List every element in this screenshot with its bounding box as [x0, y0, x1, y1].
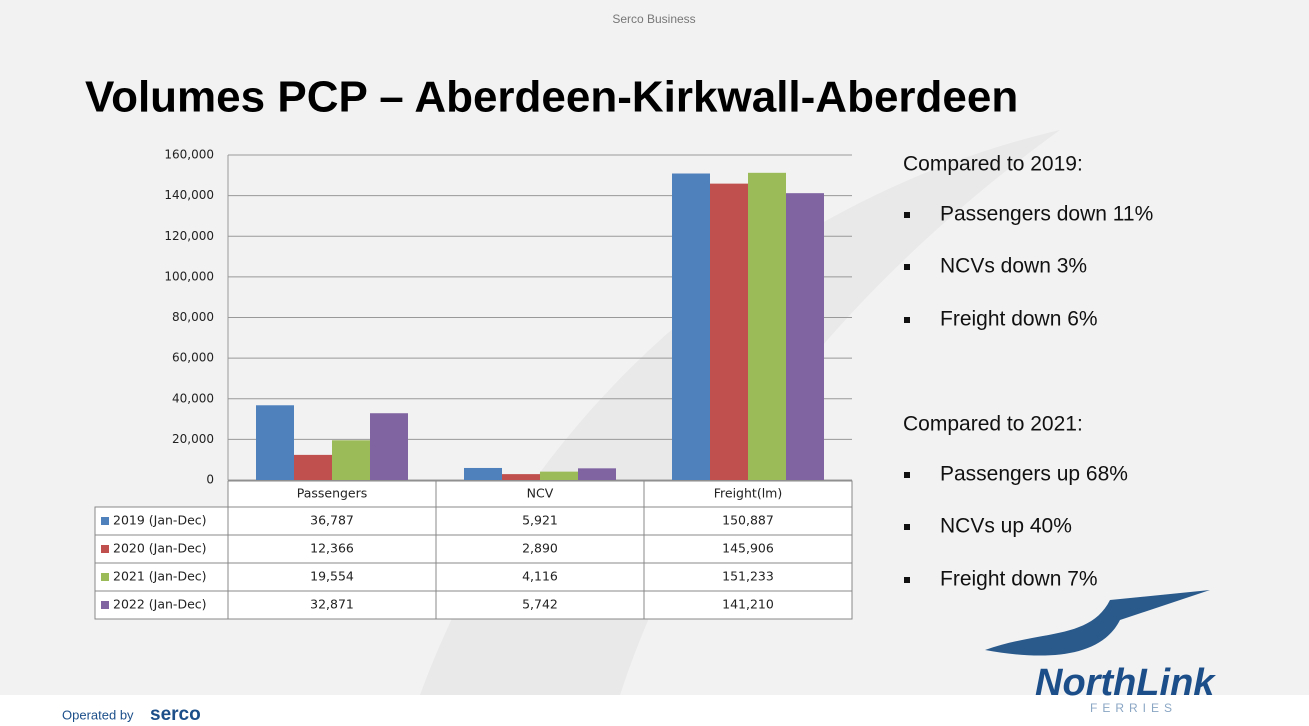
data-label: 5,921: [522, 513, 558, 528]
legend-label: 2022 (Jan-Dec): [113, 597, 207, 612]
data-label: 141,210: [722, 597, 774, 612]
footer-band: [0, 695, 1309, 726]
footer-operated: Operated by: [62, 707, 134, 722]
legend-swatch: [101, 545, 109, 553]
y-tick-label: 0: [206, 473, 214, 487]
legend-swatch: [101, 601, 109, 609]
bar: [578, 468, 616, 480]
y-tick-label: 140,000: [164, 188, 214, 202]
footer-company: serco: [150, 704, 201, 725]
data-label: 150,887: [722, 513, 774, 528]
data-label: 12,366: [310, 541, 354, 556]
note-item: Freight down 7%: [940, 568, 1098, 591]
x-tick-label: Passengers: [297, 486, 368, 501]
y-tick-label: 60,000: [172, 351, 214, 365]
bar: [786, 193, 824, 481]
note-item: NCVs up 40%: [940, 515, 1072, 538]
bullet: [904, 264, 910, 270]
note-item: NCVs down 3%: [940, 255, 1087, 278]
logo-sub: FERRIES: [1090, 701, 1177, 715]
bullet: [904, 212, 910, 218]
bar: [332, 440, 370, 480]
bullet: [904, 472, 910, 478]
bar: [710, 183, 748, 481]
bar: [294, 454, 332, 480]
data-label: 19,554: [310, 569, 354, 584]
title: Volumes PCP – Aberdeen-Kirkwall-Aberdeen: [85, 73, 1018, 122]
bar: [672, 173, 710, 480]
bar: [256, 405, 294, 480]
bar: [370, 413, 408, 480]
legend-label: 2019 (Jan-Dec): [113, 513, 207, 528]
data-label: 32,871: [310, 597, 354, 612]
logo-name: NorthLink: [1035, 662, 1216, 704]
note-item: Freight down 6%: [940, 308, 1098, 331]
logo-figure: [985, 590, 1210, 656]
data-label: 2,890: [522, 541, 558, 556]
y-tick-label: 120,000: [164, 229, 214, 243]
bar: [540, 471, 578, 480]
data-label: 4,116: [522, 569, 558, 584]
bullet: [904, 524, 910, 530]
legend-label: 2021 (Jan-Dec): [113, 569, 207, 584]
data-label: 36,787: [310, 513, 354, 528]
legend-swatch: [101, 517, 109, 525]
y-tick-label: 40,000: [172, 391, 214, 405]
y-tick-label: 100,000: [164, 269, 214, 283]
bar: [464, 467, 502, 480]
bar: [748, 172, 786, 480]
note-heading: Compared to 2021:: [903, 413, 1083, 436]
x-tick-label: NCV: [527, 486, 554, 501]
note-heading: Compared to 2019:: [903, 153, 1083, 176]
y-tick-label: 20,000: [172, 432, 214, 446]
data-label: 151,233: [722, 569, 774, 584]
data-label: 5,742: [522, 597, 558, 612]
legend-swatch: [101, 573, 109, 581]
note-item: Passengers up 68%: [940, 463, 1128, 486]
y-tick-label: 160,000: [164, 148, 214, 162]
bar: [502, 474, 540, 480]
note-item: Passengers down 11%: [940, 203, 1153, 226]
y-tick-label: 80,000: [172, 310, 214, 324]
x-tick-label: Freight(lm): [714, 486, 782, 501]
data-label: 145,906: [722, 541, 774, 556]
bullet: [904, 577, 910, 583]
legend-label: 2020 (Jan-Dec): [113, 541, 207, 556]
bullet: [904, 317, 910, 323]
header: Serco Business: [612, 12, 695, 26]
